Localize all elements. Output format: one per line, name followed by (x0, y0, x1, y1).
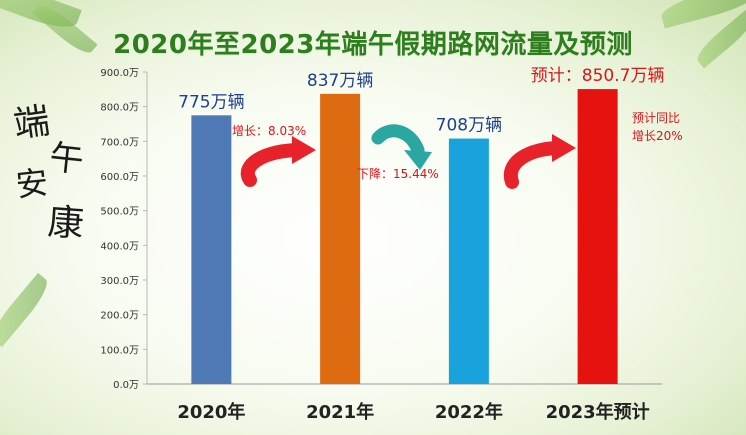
value-label-2: 837万辆 (307, 71, 373, 91)
chart-title: 2020年至2023年端午假期路网流量及预测 (113, 30, 633, 60)
y-tick-label: 300.0万 (100, 276, 139, 287)
forecast-growth-annotation-line2: 增长20% (632, 129, 683, 143)
decline-annotation: 下降：15.44% (357, 167, 439, 181)
y-tick-label: 600.0万 (100, 172, 139, 183)
svg-text:午: 午 (48, 138, 86, 181)
svg-text:端: 端 (11, 100, 52, 146)
forecast-arrow (503, 134, 576, 189)
y-tick-label: 0.0万 (113, 380, 139, 391)
svg-text:康: 康 (46, 202, 85, 245)
value-label-1: 775万辆 (178, 92, 244, 112)
decline-arrow (371, 124, 432, 170)
growth-arrow (241, 136, 316, 187)
bar-4 (577, 89, 618, 384)
value-label-3: 708万辆 (436, 116, 502, 136)
bar-3 (448, 138, 489, 384)
y-axis-ticks: 0.0万 100.0万 200.0万 300.0万 400.0万 500.0万 600.0万… (100, 68, 147, 391)
y-tick-label: 100.0万 (100, 345, 139, 356)
y-tick-label: 500.0万 (100, 207, 139, 218)
value-label-4: 预计：850.7万辆 (531, 66, 665, 86)
bar-1 (191, 115, 232, 384)
category-label-3: 2022年 (435, 401, 503, 423)
y-tick-label: 700.0万 (100, 137, 139, 148)
category-labels: 2020年 2021年 2022年 2023年预计 (177, 401, 649, 423)
y-tick-label: 800.0万 (100, 103, 139, 114)
forecast-growth-annotation-line1: 预计同比 (632, 111, 680, 125)
bar-2 (320, 93, 361, 384)
calligraphy-greeting: 端 午 安 康 (11, 100, 86, 245)
y-tick-label: 200.0万 (100, 311, 139, 322)
category-label-2: 2021年 (306, 401, 374, 423)
value-labels: 775万辆 837万辆 708万辆 预计：850.7万辆 (178, 66, 664, 135)
bars (191, 89, 618, 384)
svg-text:安: 安 (14, 163, 50, 204)
y-tick-label: 900.0万 (100, 68, 139, 79)
y-tick-label: 400.0万 (100, 241, 139, 252)
category-label-1: 2020年 (177, 401, 245, 423)
category-label-4: 2023年预计 (546, 401, 650, 423)
growth-annotation: 增长：8.03% (232, 124, 306, 138)
